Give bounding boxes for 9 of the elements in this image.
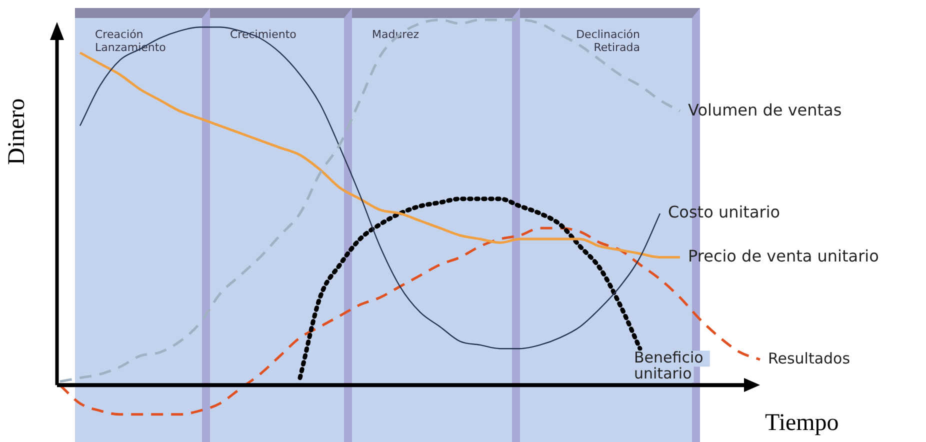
x-axis-title: Tiempo xyxy=(765,410,839,437)
series-label: Costo unitario xyxy=(668,202,780,222)
series-label: Precio de venta unitario xyxy=(688,246,879,266)
series-label: Volumen de ventas xyxy=(688,100,842,120)
annotation: Declinación Retirada xyxy=(575,28,640,54)
series-label: Beneficio unitario xyxy=(634,348,704,383)
series-label: Resultados xyxy=(768,349,850,368)
y-axis-title: Dinero xyxy=(4,98,31,165)
annotation: Madurez xyxy=(372,28,420,41)
